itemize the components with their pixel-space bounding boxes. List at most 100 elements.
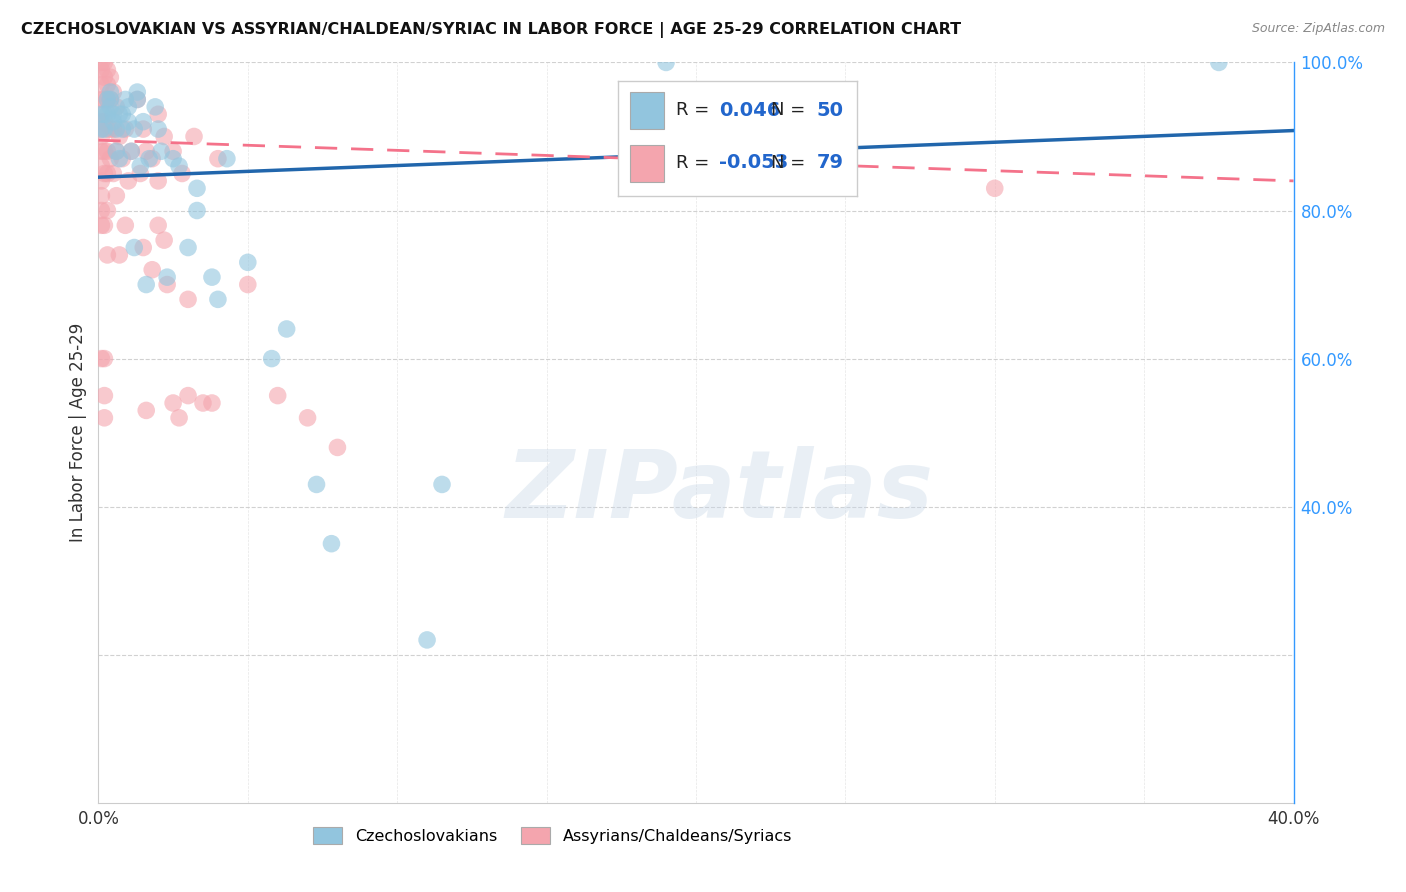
Point	[132, 114, 155, 128]
Point	[201, 396, 224, 410]
Point	[162, 396, 184, 410]
Point	[93, 55, 115, 70]
Point	[120, 145, 142, 159]
Point	[90, 174, 112, 188]
Point	[162, 152, 184, 166]
Point	[96, 166, 118, 180]
Point	[141, 262, 163, 277]
Point	[172, 166, 194, 180]
Point	[114, 92, 136, 106]
Point	[103, 85, 125, 99]
Point	[98, 152, 122, 166]
Text: CZECHOSLOVAKIAN VS ASSYRIAN/CHALDEAN/SYRIAC IN LABOR FORCE | AGE 25-29 CORRELATI: CZECHOSLOVAKIAN VS ASSYRIAN/CHALDEAN/SYR…	[21, 22, 962, 38]
Point	[90, 92, 112, 106]
Point	[177, 293, 200, 307]
Point	[96, 92, 118, 106]
Point	[90, 55, 112, 70]
Point	[129, 159, 152, 173]
Point	[148, 219, 170, 233]
Point	[105, 188, 128, 202]
Point	[105, 145, 128, 159]
Point	[156, 270, 179, 285]
Point	[148, 122, 170, 136]
Point	[186, 203, 208, 218]
Point	[148, 107, 170, 121]
Point	[117, 114, 139, 128]
Point	[93, 145, 115, 159]
Point	[124, 240, 146, 255]
Text: Source: ZipAtlas.com: Source: ZipAtlas.com	[1251, 22, 1385, 36]
Point	[267, 388, 290, 402]
Text: ZIPatlas: ZIPatlas	[506, 446, 934, 538]
Point	[96, 78, 118, 92]
Point	[98, 85, 122, 99]
Point	[186, 181, 208, 195]
Point	[96, 62, 118, 77]
Point	[93, 122, 115, 136]
Point	[153, 233, 176, 247]
Point	[90, 78, 112, 92]
Legend: Czechoslovakians, Assyrians/Chaldeans/Syriacs: Czechoslovakians, Assyrians/Chaldeans/Sy…	[307, 821, 799, 850]
Point	[90, 122, 112, 136]
Point	[90, 129, 112, 144]
Point	[103, 114, 125, 128]
Point	[93, 388, 115, 402]
Point	[148, 174, 170, 188]
Point	[114, 219, 136, 233]
Point	[191, 396, 214, 410]
Point	[120, 145, 142, 159]
Point	[127, 92, 149, 106]
Point	[260, 351, 283, 366]
Point	[276, 322, 298, 336]
Point	[111, 152, 134, 166]
Point	[98, 70, 122, 85]
Point	[90, 62, 112, 77]
Point	[90, 188, 112, 202]
Point	[162, 145, 184, 159]
Point	[93, 92, 115, 106]
Point	[96, 107, 118, 121]
Point	[236, 255, 259, 269]
Point	[103, 166, 125, 180]
Point	[201, 270, 224, 285]
Point	[177, 388, 200, 402]
Point	[215, 152, 238, 166]
Point	[111, 107, 134, 121]
Point	[150, 145, 173, 159]
Point	[90, 114, 112, 128]
Point	[326, 441, 349, 455]
Point	[108, 107, 131, 121]
Point	[96, 145, 118, 159]
Point	[127, 85, 149, 99]
Point	[167, 410, 190, 425]
Point	[156, 277, 179, 292]
Point	[105, 122, 128, 136]
Point	[93, 70, 115, 85]
Point	[93, 166, 115, 180]
Point	[108, 129, 131, 144]
Point	[127, 92, 149, 106]
Point	[103, 122, 125, 136]
Point	[305, 477, 328, 491]
Point	[93, 351, 115, 366]
Point	[98, 92, 122, 106]
Point	[177, 240, 200, 255]
Point	[111, 122, 134, 136]
Point	[135, 277, 157, 292]
Point	[117, 100, 139, 114]
Point	[135, 403, 157, 417]
Point	[430, 477, 453, 491]
Point	[98, 122, 122, 136]
Point	[90, 122, 112, 136]
Point	[984, 181, 1007, 195]
Point	[117, 174, 139, 188]
Point	[655, 55, 678, 70]
Point	[124, 122, 146, 136]
Point	[297, 410, 319, 425]
Point	[90, 145, 112, 159]
Point	[108, 152, 131, 166]
Point	[138, 152, 160, 166]
Point	[96, 122, 118, 136]
Point	[96, 203, 118, 218]
Point	[207, 152, 229, 166]
